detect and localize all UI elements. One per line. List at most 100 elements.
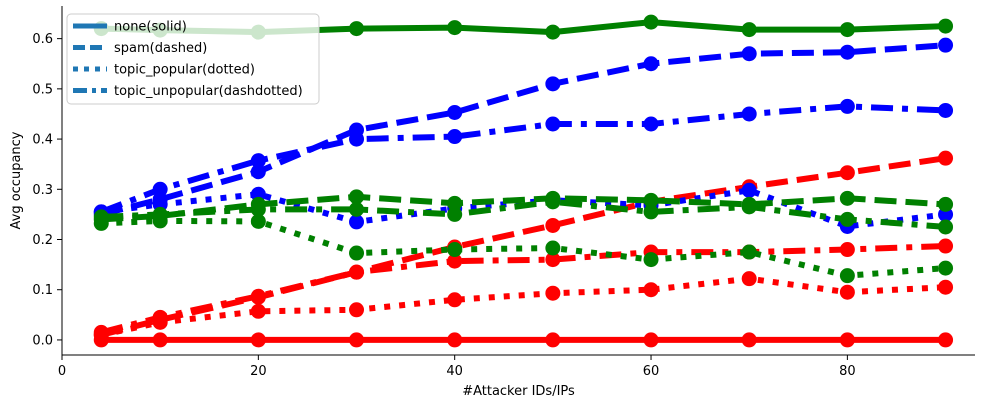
data-point: [741, 106, 757, 122]
data-point: [741, 22, 757, 38]
y-tick-label: 0.5: [32, 82, 53, 97]
data-point: [938, 18, 954, 34]
series-line-9: [101, 198, 946, 230]
data-point: [93, 215, 109, 231]
data-point: [545, 116, 561, 132]
data-point: [447, 292, 463, 308]
data-point: [93, 324, 109, 340]
data-point: [447, 104, 463, 120]
data-point: [839, 211, 855, 227]
data-point: [349, 201, 365, 217]
data-point: [349, 214, 365, 230]
series-line-1: [100, 155, 946, 338]
data-point: [545, 285, 561, 301]
series-line-10: [101, 217, 946, 279]
data-point: [545, 252, 561, 268]
axes-layer: 0 20 40 60 80 0.0 0.1 0.2 0.3 0.4 0.5 0.6: [32, 6, 975, 379]
data-point: [938, 279, 954, 295]
data-point: [447, 195, 463, 211]
series-line-6: [100, 187, 946, 230]
data-point: [839, 190, 855, 206]
data-point: [643, 116, 659, 132]
data-point: [349, 332, 365, 348]
series-line-3: [100, 243, 946, 336]
data-point: [250, 213, 266, 229]
data-point: [938, 238, 954, 254]
data-point: [349, 21, 365, 37]
legend-label: topic_unpopular(dashdotted): [114, 84, 303, 99]
data-point: [545, 217, 561, 233]
data-point: [152, 213, 168, 229]
data-point: [741, 332, 757, 348]
data-point: [447, 253, 463, 269]
data-point: [152, 309, 168, 325]
series-0: [93, 332, 954, 348]
data-point: [152, 181, 168, 197]
data-point: [643, 56, 659, 72]
data-point: [643, 14, 659, 30]
data-point: [643, 204, 659, 220]
data-point: [447, 206, 463, 222]
data-point: [839, 332, 855, 348]
data-point: [938, 219, 954, 235]
data-point: [839, 242, 855, 258]
data-point: [250, 164, 266, 180]
y-tick-label: 0.6: [32, 32, 53, 47]
data-point: [250, 288, 266, 304]
data-point: [545, 24, 561, 40]
data-point: [938, 150, 954, 166]
data-point: [447, 332, 463, 348]
data-point: [349, 245, 365, 261]
x-axis-title: #Attacker IDs/IPs: [462, 384, 575, 399]
x-tick-label: 80: [839, 364, 856, 379]
data-point: [250, 303, 266, 319]
series-line-4: [100, 42, 946, 218]
data-point: [938, 37, 954, 53]
legend-label: none(solid): [114, 20, 187, 35]
y-axis-title: Avg occupancy: [9, 131, 24, 229]
data-point: [643, 332, 659, 348]
series-line-5: [100, 103, 946, 215]
y-tick-label: 0.4: [32, 133, 53, 148]
legend-label: spam(dashed): [114, 41, 207, 56]
y-tick-label: 0.0: [32, 333, 53, 348]
data-point: [643, 282, 659, 298]
data-point: [741, 46, 757, 62]
data-point: [250, 201, 266, 217]
series-line-2: [100, 275, 946, 338]
data-point: [250, 332, 266, 348]
data-point: [545, 332, 561, 348]
data-point: [349, 264, 365, 280]
legend: none(solid) spam(dashed) topic_popular(dot…: [66, 13, 320, 105]
y-tick-label: 0.2: [32, 233, 53, 248]
legend-box: [66, 13, 320, 105]
x-tick-label: 40: [446, 364, 463, 379]
data-point: [839, 98, 855, 114]
data-point: [741, 244, 757, 260]
data-point: [447, 20, 463, 36]
data-point: [741, 271, 757, 287]
data-point: [152, 332, 168, 348]
data-point: [643, 252, 659, 268]
data-point: [447, 242, 463, 258]
legend-label: topic_popular(dotted): [114, 63, 255, 78]
series-10: [93, 213, 954, 284]
data-point: [349, 189, 365, 205]
data-point: [545, 76, 561, 92]
data-point: [643, 192, 659, 208]
y-tick-label: 0.1: [32, 283, 53, 298]
data-point: [545, 240, 561, 256]
series-5: [93, 98, 954, 220]
data-point: [839, 44, 855, 60]
data-point: [938, 196, 954, 212]
data-point: [938, 260, 954, 276]
data-point: [839, 268, 855, 284]
data-point: [741, 182, 757, 198]
x-tick-label: 0: [58, 364, 66, 379]
x-tick-label: 20: [250, 364, 267, 379]
data-point: [938, 332, 954, 348]
data-point: [839, 284, 855, 300]
data-point: [839, 22, 855, 38]
series-3: [93, 238, 954, 340]
